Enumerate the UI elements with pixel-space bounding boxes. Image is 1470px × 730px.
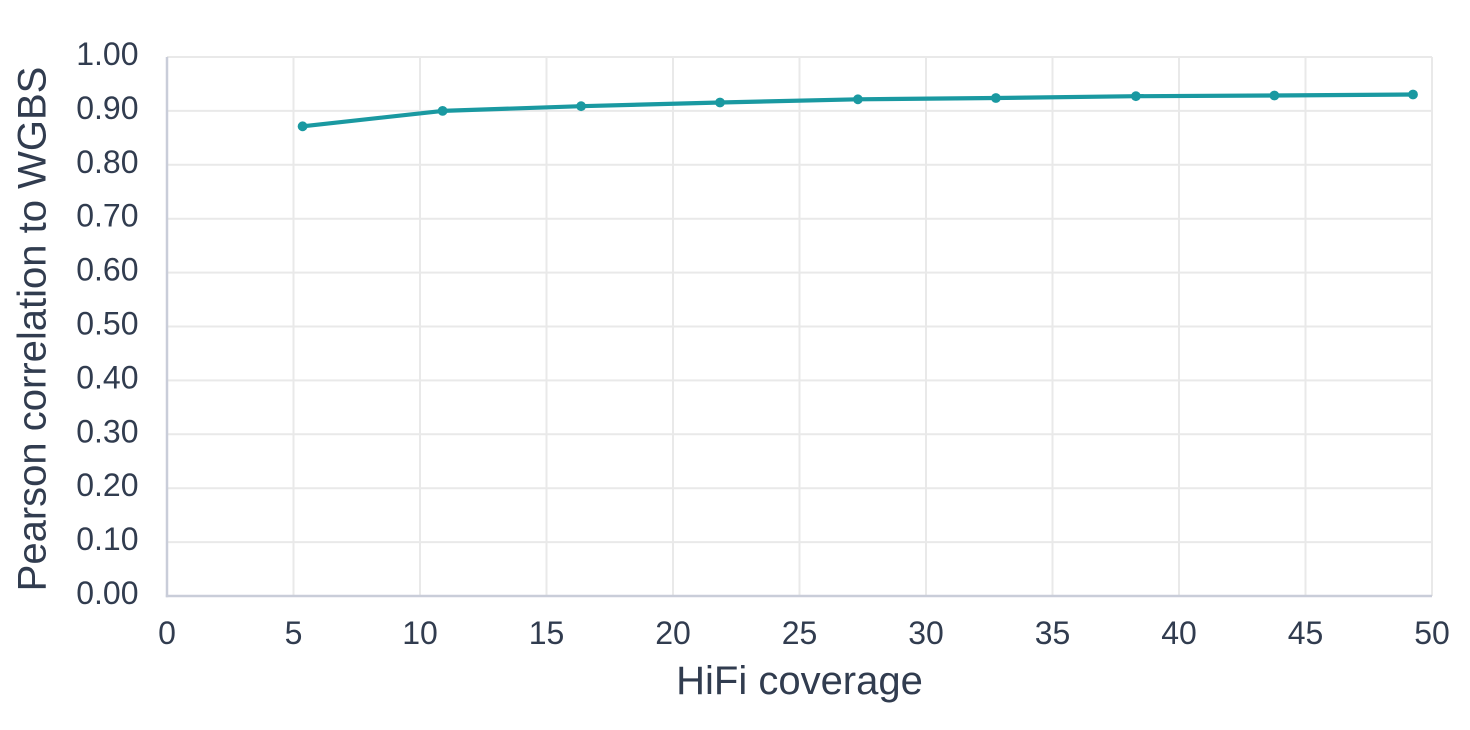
svg-text:0.90: 0.90 (76, 90, 138, 126)
svg-text:10: 10 (402, 615, 438, 651)
svg-text:35: 35 (1035, 615, 1071, 651)
svg-text:0: 0 (158, 615, 176, 651)
svg-text:0.50: 0.50 (76, 306, 138, 342)
svg-text:Pearson correlation to WGBS: Pearson correlation to WGBS (10, 67, 54, 592)
svg-text:5: 5 (285, 615, 303, 651)
svg-text:0.80: 0.80 (76, 144, 138, 180)
svg-text:15: 15 (529, 615, 565, 651)
svg-text:50: 50 (1414, 615, 1450, 651)
svg-text:20: 20 (655, 615, 691, 651)
svg-text:0.60: 0.60 (76, 252, 138, 288)
svg-text:45: 45 (1288, 615, 1324, 651)
svg-text:0.20: 0.20 (76, 467, 138, 503)
svg-text:0.10: 0.10 (76, 521, 138, 557)
svg-text:30: 30 (908, 615, 944, 651)
svg-text:25: 25 (782, 615, 818, 651)
svg-text:0.00: 0.00 (76, 575, 138, 611)
svg-text:0.30: 0.30 (76, 413, 138, 449)
svg-text:0.70: 0.70 (76, 198, 138, 234)
svg-text:40: 40 (1161, 615, 1197, 651)
svg-text:HiFi coverage: HiFi coverage (676, 659, 923, 703)
svg-text:0.40: 0.40 (76, 359, 138, 395)
svg-text:1.00: 1.00 (76, 36, 138, 72)
